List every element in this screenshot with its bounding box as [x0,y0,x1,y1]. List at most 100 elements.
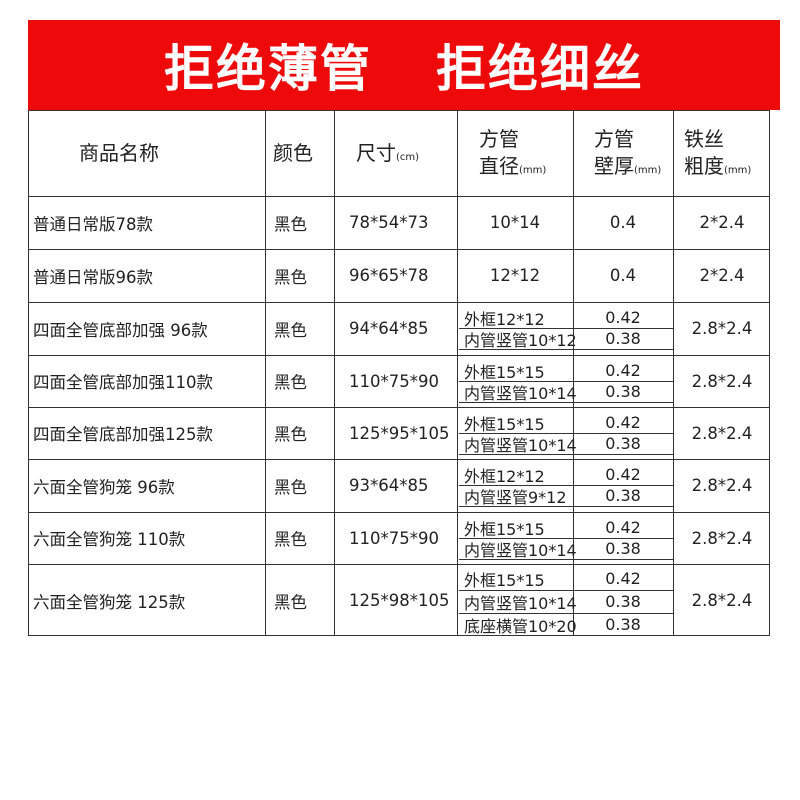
tube-thickness: 0.38 [605,329,641,348]
tube-thickness: 0.42 [605,413,641,432]
header-thickness-line1: 方管 [594,127,634,151]
row-divider [29,459,769,460]
tube-thickness: 0.38 [605,486,641,505]
header-size: 尺寸 (cm) [356,111,419,196]
tube-diameter: 内管竖管9*12 [464,487,567,507]
tube-thickness: 0.38 [605,539,641,558]
header-diameter-label: 直径 [479,154,519,178]
product-color: 黑色 [274,267,307,287]
product-color: 黑色 [274,530,307,549]
tube-thickness: 0.38 [605,592,641,611]
tube-subdivider [459,613,673,614]
header-thickness: 方管 壁厚(mm) [594,126,661,184]
column-divider [673,111,674,635]
tube-thickness: 0.38 [605,434,641,453]
product-size: 96*65*78 [349,266,429,285]
tube-thickness: 0.4 [609,266,637,285]
wire-gauge: 2.8*2.4 [691,591,753,610]
header-diameter-unit: (mm) [519,165,547,176]
tube-diameter: 内管竖管10*14 [464,593,577,613]
header-diameter-line1: 方管 [479,127,519,151]
tube-subdivider [459,454,673,455]
row-divider [29,355,769,356]
row-divider [29,249,769,250]
tube-subdivider [459,485,673,486]
tube-thickness: 0.42 [605,361,641,380]
tube-diameter: 外框12*12 [464,466,545,486]
wire-gauge: 2.8*2.4 [691,319,753,338]
column-divider [334,111,335,635]
tube-subdivider [459,328,673,329]
product-color: 黑色 [274,320,307,340]
wire-gauge: 2*2.4 [699,266,745,285]
tube-diameter: 外框15*15 [464,414,545,434]
spec-table: 商品名称 颜色 尺寸 (cm) 方管 直径(mm) 方管 壁厚(mm) 铁丝 粗度(mm) 普通日常… [28,110,770,636]
tube-diameter: 内管竖管10*14 [464,435,577,455]
tube-thickness: 0.42 [605,465,641,484]
product-size: 125*98*105 [349,591,450,610]
row-divider [29,196,769,197]
tube-subdivider [459,559,673,560]
tube-diameter: 10*14 [489,213,541,232]
product-size: 93*64*85 [349,476,429,495]
product-size: 110*75*90 [349,528,439,548]
header-thickness-label: 壁厚 [594,154,634,178]
product-color: 黑色 [274,425,307,444]
tube-diameter: 外框15*15 [464,362,545,382]
tube-subdivider [459,506,673,507]
header-size-label: 尺寸 [356,141,396,165]
product-name: 四面全管底部加强110款 [33,373,213,392]
tube-subdivider [459,349,673,350]
product-size: 78*54*73 [349,213,429,232]
wire-gauge: 2.8*2.4 [691,476,753,495]
header-size-unit: (cm) [396,152,420,163]
header-color: 颜色 [273,141,313,165]
header-wire-line1: 铁丝 [684,127,724,151]
tube-thickness: 0.42 [605,569,641,588]
title-banner: 拒绝薄管 拒绝细丝 [28,20,780,110]
tube-thickness: 0.38 [605,382,641,401]
row-divider [29,564,769,565]
tube-thickness: 0.38 [605,615,641,634]
product-size: 94*64*85 [349,319,429,338]
product-name: 普通日常版96款 [33,267,153,287]
tube-diameter: 外框15*15 [464,519,545,539]
product-color: 黑色 [274,477,307,497]
tube-diameter: 外框15*15 [464,570,545,590]
banner-right-text: 拒绝细丝 [436,40,644,98]
product-size: 125*95*105 [349,423,450,443]
product-color: 黑色 [274,373,307,392]
header-diameter-line2: 直径(mm) [479,153,546,184]
banner-left-text: 拒绝薄管 [164,40,372,98]
tube-thickness: 0.4 [609,213,637,232]
tube-subdivider [459,402,673,403]
product-name: 六面全管狗笼 96款 [33,477,175,497]
wire-gauge: 2.8*2.4 [691,423,753,443]
header-wire-unit: (mm) [724,165,752,176]
header-thickness-line2: 壁厚(mm) [594,153,661,184]
wire-gauge: 2.8*2.4 [691,528,753,548]
product-name: 六面全管狗笼 125款 [33,592,186,612]
tube-subdivider [459,433,673,434]
product-color: 黑色 [274,214,307,234]
header-diameter: 方管 直径(mm) [479,126,546,184]
tube-subdivider [459,381,673,382]
row-divider [29,302,769,303]
tube-diameter: 12*12 [489,266,541,285]
tube-thickness: 0.42 [605,518,641,537]
header-wire-line2: 粗度(mm) [684,153,751,184]
column-divider [265,111,266,635]
wire-gauge: 2*2.4 [699,213,745,232]
header-wire-label: 粗度 [684,154,724,178]
product-size: 110*75*90 [349,371,439,391]
product-name: 普通日常版78款 [33,214,153,234]
product-name: 四面全管底部加强 96款 [33,320,208,340]
tube-thickness: 0.42 [605,308,641,327]
column-divider [457,111,458,635]
column-divider [573,111,574,635]
header-name: 商品名称 [79,141,159,165]
tube-subdivider [459,590,673,591]
row-divider [29,512,769,513]
header-wire: 铁丝 粗度(mm) [684,126,751,184]
tube-subdivider [459,538,673,539]
